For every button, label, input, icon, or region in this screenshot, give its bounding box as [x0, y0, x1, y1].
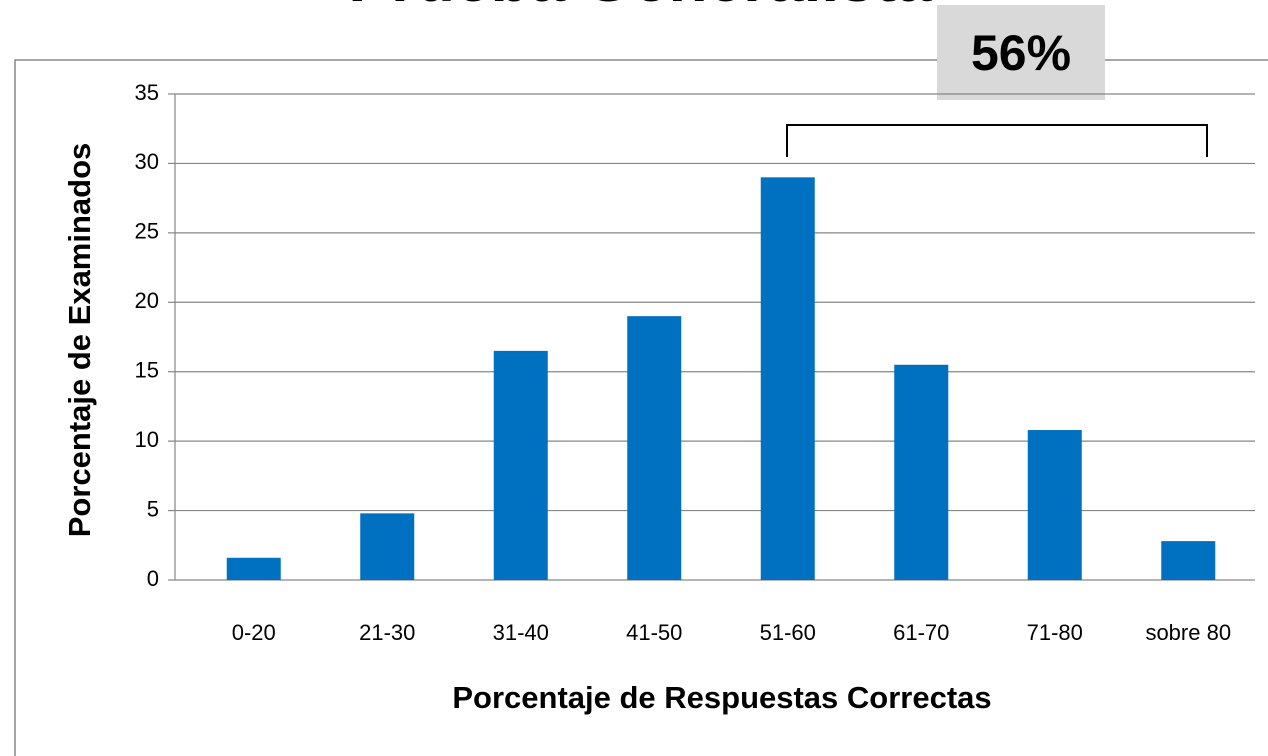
chart-border	[14, 59, 1268, 756]
y-tick-label: 20	[135, 288, 159, 313]
bar	[226, 557, 281, 580]
y-tick-label: 30	[135, 149, 159, 174]
y-tick-label: 0	[147, 566, 159, 591]
bar	[894, 364, 949, 580]
annotation: 56%	[971, 25, 1071, 81]
x-tick-label: 51-60	[760, 620, 816, 645]
x-tick-label: 21-30	[359, 620, 415, 645]
bracket	[786, 124, 1208, 157]
bar	[493, 350, 548, 580]
chart-title: Prueba Generalista	[348, 0, 932, 15]
y-tick-label: 5	[147, 496, 159, 521]
x-tick-label: 31-40	[493, 620, 549, 645]
y-tick-label: 10	[135, 427, 159, 452]
x-tick-label: sobre 80	[1145, 620, 1231, 645]
x-tick-label: 41-50	[626, 620, 682, 645]
bar	[1161, 541, 1216, 580]
x-tick-label: 0-20	[232, 620, 276, 645]
y-tick-label: 15	[135, 358, 159, 383]
y-axis-title: Porcentaje de Examinados	[62, 143, 97, 538]
bar	[760, 177, 815, 581]
annotation-box	[937, 5, 1105, 100]
y-tick-label: 25	[135, 219, 159, 244]
x-tick-label: 61-70	[893, 620, 949, 645]
y-tick-label: 35	[135, 80, 159, 105]
bar	[627, 316, 682, 580]
bar	[360, 513, 415, 580]
bar	[1027, 430, 1082, 580]
x-axis-title: Porcentaje de Respuestas Correctas	[452, 680, 991, 715]
x-tick-label: 71-80	[1027, 620, 1083, 645]
